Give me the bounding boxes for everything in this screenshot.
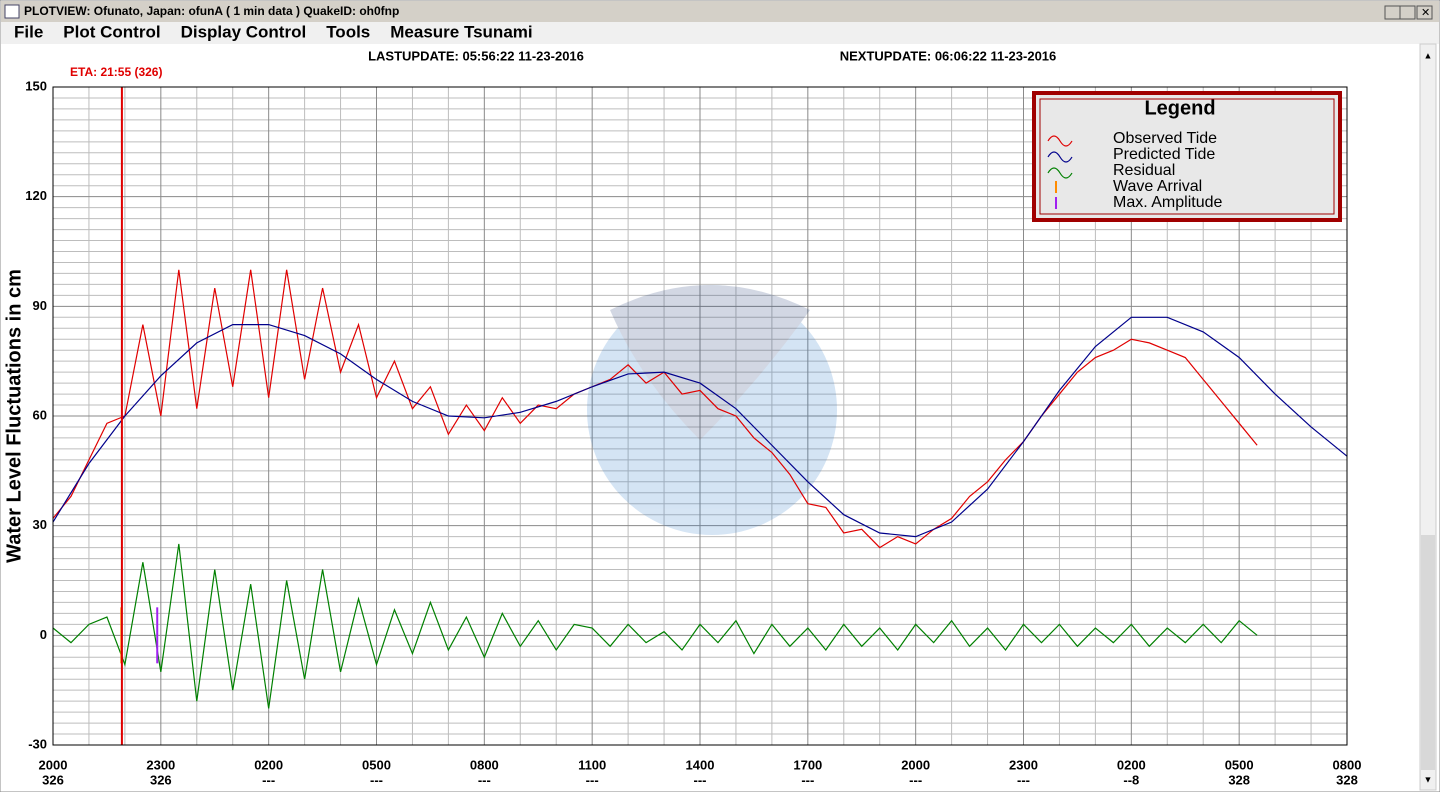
y-tick-label: 150 xyxy=(25,78,47,93)
y-tick-label: 90 xyxy=(33,298,47,313)
x-tick-label: 0200 xyxy=(254,757,283,772)
x-tick-day: --- xyxy=(586,772,599,787)
legend-label: Wave Arrival xyxy=(1113,178,1202,195)
x-tick-label: 2300 xyxy=(146,757,175,772)
x-tick-day: --- xyxy=(1017,772,1030,787)
x-tick-label: 1700 xyxy=(793,757,822,772)
grid xyxy=(52,86,1348,746)
x-tick-label: 0800 xyxy=(470,757,499,772)
legend-label: Max. Amplitude xyxy=(1113,194,1222,211)
legend-swatch xyxy=(1047,167,1073,179)
app-icon xyxy=(4,4,20,19)
menu-item[interactable]: Plot Control xyxy=(63,22,160,41)
x-tick-label: 2000 xyxy=(901,757,930,772)
x-tick-label: 2300 xyxy=(1009,757,1038,772)
series-line xyxy=(52,269,1258,549)
series-line xyxy=(52,543,1258,709)
x-tick-day: --- xyxy=(801,772,814,787)
scroll-down[interactable]: ▼ xyxy=(1424,774,1433,784)
x-tick-label: 1100 xyxy=(578,757,606,772)
y-tick-label: -30 xyxy=(28,736,47,751)
x-tick-day: --- xyxy=(478,772,491,787)
x-tick-label: 1400 xyxy=(686,757,715,772)
menu-bar xyxy=(1,22,1439,44)
legend-inner xyxy=(1039,98,1335,215)
x-tick-label: 0800 xyxy=(1333,757,1362,772)
x-tick-day: 328 xyxy=(1228,772,1250,787)
x-tick-label: 0200 xyxy=(1117,757,1146,772)
legend-swatch xyxy=(1047,135,1073,147)
maximize-button[interactable] xyxy=(1399,5,1416,20)
x-tick-label: 2000 xyxy=(39,757,68,772)
scroll-thumb[interactable] xyxy=(1421,535,1435,770)
y-axis-label: Water Level Fluctuations in cm xyxy=(3,269,25,563)
x-tick-day: --- xyxy=(909,772,922,787)
menu-item[interactable]: Display Control xyxy=(181,22,307,41)
legend-title: Legend xyxy=(1144,97,1215,119)
plot xyxy=(52,87,1348,745)
watermark xyxy=(587,285,837,535)
window-controls[interactable]: ✕ xyxy=(1384,5,1433,20)
menu-item[interactable]: Tools xyxy=(326,22,370,41)
x-tick-day: --- xyxy=(370,772,383,787)
window-title: PLOTVIEW: Ofunato, Japan: ofunA ( 1 min … xyxy=(24,4,399,18)
series-line xyxy=(52,316,1348,538)
last-update: LASTUPDATE: 05:56:22 11-23-2016 xyxy=(368,48,584,63)
x-tick-label: 0500 xyxy=(362,757,391,772)
x-tick-day: --8 xyxy=(1123,772,1139,787)
legend-label: Observed Tide xyxy=(1113,130,1217,147)
x-tick-day: --- xyxy=(262,772,275,787)
close-glyph: ✕ xyxy=(1421,7,1430,19)
legend-swatch xyxy=(1047,151,1073,163)
x-tick-day: 328 xyxy=(1336,772,1358,787)
minimize-button[interactable] xyxy=(1384,5,1401,20)
legend-label: Predicted Tide xyxy=(1113,146,1215,163)
plot-frame xyxy=(52,86,1348,746)
y-tick-label: 60 xyxy=(33,407,47,422)
next-update: NEXTUPDATE: 06:06:22 11-23-2016 xyxy=(840,48,1057,63)
menu-item[interactable]: File xyxy=(14,22,43,41)
scroll-up[interactable]: ▲ xyxy=(1424,50,1433,60)
y-tick-label: 30 xyxy=(33,517,47,532)
legend-label: Residual xyxy=(1113,162,1175,179)
x-tick-day: --- xyxy=(694,772,707,787)
eta-label: ETA: 21:55 (326) xyxy=(70,65,162,79)
x-tick-day: 326 xyxy=(42,772,64,787)
title-bar xyxy=(1,1,1439,22)
menu: File Plot Control Display Control Tools Meas… xyxy=(14,22,533,41)
legend-box xyxy=(1032,91,1342,222)
x-tick-label: 0500 xyxy=(1225,757,1254,772)
y-tick-label: 0 xyxy=(40,627,47,642)
menu-item[interactable]: Measure Tsunami xyxy=(390,22,532,41)
close-button[interactable] xyxy=(1416,5,1433,20)
x-tick-day: 326 xyxy=(150,772,172,787)
y-tick-label: 120 xyxy=(25,188,47,203)
